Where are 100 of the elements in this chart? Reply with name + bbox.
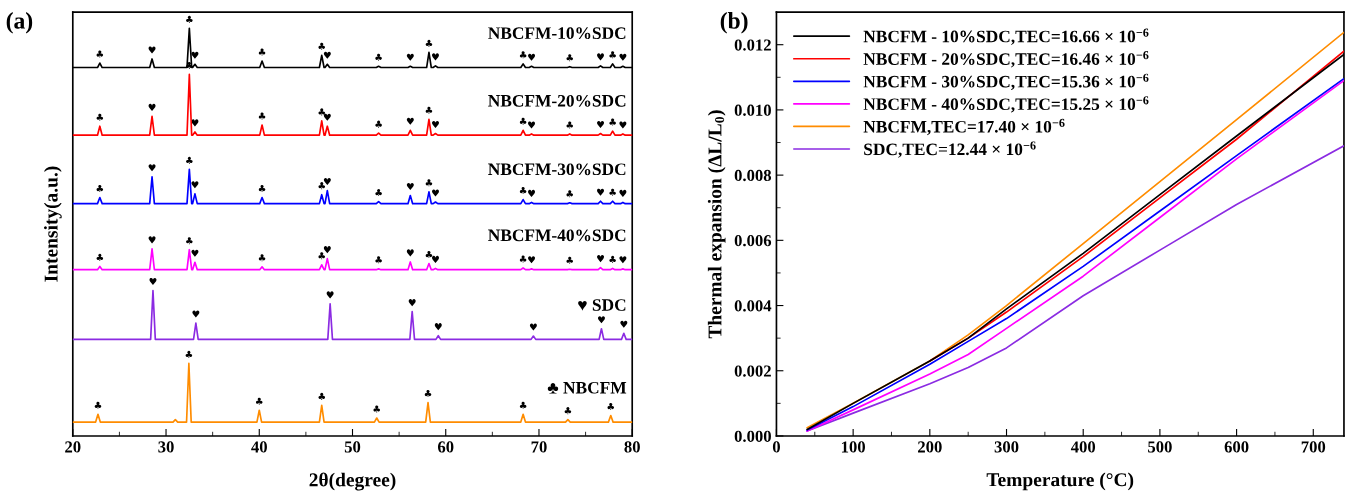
x-tick-label: 600 [1224,441,1249,453]
annotation: ♣ [519,401,527,409]
annotation: ♣ [607,403,615,411]
annotation: ♣ [425,106,433,114]
annotation: ♥ [192,310,200,318]
annotation: ♣ [375,120,382,128]
x-tick-label: 40 [251,441,267,453]
x-tick-label: 80 [624,441,640,453]
annotation: ♣ [185,350,193,358]
x-tick-label: 300 [994,441,1019,453]
series-label: NBCFM-10%SDC [488,27,626,40]
annotation: ♥ [408,299,416,307]
y-tick-label: 0.006 [734,235,772,247]
annotation: ♣ [94,401,102,409]
annotation: ♣ [318,392,325,400]
annotation: ♣ [255,397,263,405]
annotation: ♣ [564,407,572,415]
annotation: ♥ [191,181,199,189]
annotation: ♣ [566,121,574,129]
series-label: ♥ SDC [578,299,626,311]
annotation: ♣ [96,50,104,58]
x-tick-label: 30 [158,441,174,453]
annotation: ♥ [597,120,605,129]
legend-label: NBCFM - 30%SDC,TEC=15.36 × 10$^{−6}$ [863,73,1149,90]
annotation: ♥ [191,249,199,257]
x-tick-label: 0 [772,441,780,453]
annotation: ♣ [425,39,433,47]
annotation: ♣ [425,179,433,187]
annotation: ♥ [148,236,156,244]
annotation: ♥ [528,53,536,61]
annotation: ♣ [519,187,527,195]
annotation: ♥ [148,164,156,172]
x-tick-label: 100 [841,441,865,453]
annotation: ♥ [597,188,605,196]
x-tick-label: 500 [1148,441,1172,453]
annotation: ♥ [529,323,537,331]
y-axis-title: Thermal expansion (ΔL/L$_{0}$) [707,110,726,339]
x-tick-label: 50 [344,441,361,453]
annotation: ♣ [566,190,574,198]
annotation: ♣ [424,389,432,398]
x-tick-label: 200 [918,441,942,453]
series-label: ♣ NBCFM [547,381,627,394]
annotation: ♥ [406,249,414,257]
annotation: ♣ [96,113,104,121]
legend-label: NBCFM,TEC=17.40 × 10$^{−6}$ [863,118,1065,136]
annotation: ♥ [323,51,331,59]
x-tick-label: 60 [437,441,454,453]
annotation: ♥ [597,53,605,61]
annotation: ♥ [528,189,536,197]
annotation: ♣ [318,252,325,260]
annotation: ♣ [375,256,382,264]
annotation: ♣ [375,189,382,197]
annotation: ♣ [318,108,325,116]
annotation: ♣ [566,256,574,264]
x-axis-title: 2θ(degree) [309,472,396,491]
annotation: ♣ [425,250,433,259]
annotation: ♥ [431,53,439,61]
annotation: ♥ [528,256,536,264]
legend-label: NBCFM - 20%SDC,TEC=16.46 × 10$^{−6}$ [863,51,1149,68]
annotation: ♥ [434,323,442,331]
y-axis-title: Intensity(a.u.) [43,166,62,282]
x-tick-label: 700 [1301,441,1326,453]
y-tick-label: 0.000 [734,430,771,442]
x-tick-label: 20 [65,441,81,453]
chart-title: (b) [720,12,748,34]
annotation: ♥ [148,103,156,111]
annotation: ♥ [406,53,414,61]
annotation: ♣ [258,254,266,262]
annotation: ♥ [431,120,439,129]
annotation: ♥ [406,182,414,190]
y-tick-label: 0.010 [734,104,771,116]
x-tick-label: 70 [531,441,547,453]
annotation: ♥ [619,256,627,264]
annotation: ♣ [519,255,527,263]
y-tick-label: 0.002 [734,365,771,377]
annotation: ♥ [326,291,334,299]
series-label: NBCFM-20%SDC [488,94,626,107]
annotation: ♥ [148,46,156,54]
annotation: ♥ [149,277,157,285]
x-axis-title: Temperature (°C) [986,472,1134,491]
annotation: ♥ [619,121,627,129]
annotation: ♥ [597,255,605,263]
annotation: ♥ [620,320,628,328]
legend-label: NBCFM - 40%SDC,TEC=15.25 × 10$^{−6}$ [863,96,1149,113]
annotation: ♣ [609,188,616,196]
annotation: ♥ [323,113,331,121]
y-tick-label: 0.012 [734,39,771,51]
annotation: ♣ [519,51,527,59]
annotation: ♥ [528,121,536,129]
annotation: ♥ [619,53,627,61]
annotation: ♥ [323,246,331,254]
annotation: ♣ [373,405,381,413]
chart-title: (a) [6,12,33,34]
annotation: ♣ [186,15,193,23]
annotation: ♣ [609,118,616,126]
annotation: ♥ [406,117,414,125]
annotation: ♣ [318,182,325,190]
series-label: NBCFM-30%SDC [488,163,626,176]
annotation: ♣ [609,51,616,59]
y-tick-label: 0.004 [734,300,772,312]
